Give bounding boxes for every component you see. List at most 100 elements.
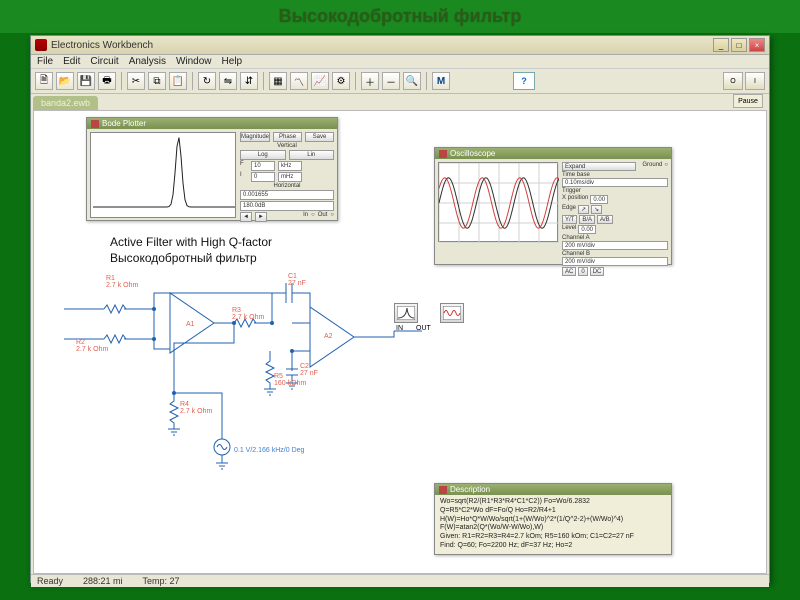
text-button[interactable]: M [432,72,450,90]
description-title: Description [435,484,671,495]
menu-edit[interactable]: Edit [63,56,80,67]
scope-expand-button[interactable]: Expand [562,162,636,171]
subckt-button[interactable]: ▦ [269,72,287,90]
bode-i-label: I [240,172,248,182]
label-in: IN [396,325,403,332]
copy-button[interactable]: ⧉ [148,72,166,90]
analysis-button[interactable]: 〽 [290,72,308,90]
run-off-button[interactable]: I [745,72,765,90]
statusbar: Ready 288:21 mi Temp: 27 [31,574,769,587]
scope-ba-button[interactable]: B/A [579,215,595,224]
scope-ac-button[interactable]: AC [562,267,576,276]
menu-help[interactable]: Help [222,56,243,67]
scope-edge-rise[interactable]: ↗ [578,205,589,214]
bode-readout-1: 0.001655 [240,190,334,200]
separator [355,72,356,90]
app-title: Electronics Workbench [51,40,713,51]
scope-edge-fall[interactable]: ↘ [591,205,602,214]
bode-lin-button[interactable]: Lin [289,150,335,160]
scope-dc-button[interactable]: DC [590,267,605,276]
scope-level-value[interactable]: 0.00 [578,225,596,234]
flip-h-button[interactable]: ⇋ [219,72,237,90]
zoomin-button[interactable]: ＋ [361,72,379,90]
menu-file[interactable]: File [37,56,53,67]
bode-magnitude-button[interactable]: Magnitude [240,132,270,142]
separator [263,72,264,90]
bode-phase-button[interactable]: Phase [273,132,302,142]
separator [192,72,193,90]
bode-v-top[interactable]: 10 [251,161,275,171]
maximize-button[interactable]: □ [731,38,747,52]
app-icon [35,39,47,51]
label-c1: C127 nF [288,273,306,287]
save-button[interactable]: 💾 [77,72,95,90]
bode-plot [90,132,236,218]
cut-button[interactable]: ✂ [127,72,145,90]
scope-edge-label: Edge [562,205,576,214]
bode-controls: Magnitude Phase Save Vertical Log Lin F … [240,132,334,222]
bode-out-label: Out [318,212,328,222]
scope-trigger-label: Trigger [562,188,581,194]
toolbar-1: 🗎 📂 💾 🖶 ✂ ⧉ 📋 ↻ ⇋ ⇵ ▦ 〽 📈 ⚙ ＋ － 🔍 M ? O … [31,69,769,94]
titlebar: Electronics Workbench _ □ × [31,36,769,55]
menubar: File Edit Circuit Analysis Window Help [31,55,769,69]
label-r3: R32.7 k Ohm [232,307,264,321]
graph-button[interactable]: 📈 [311,72,329,90]
oscilloscope-window[interactable]: Oscilloscope Expand Ground○ Time base 0.… [434,147,672,265]
menu-window[interactable]: Window [176,56,212,67]
rotate-button[interactable]: ↻ [198,72,216,90]
open-button[interactable]: 📂 [56,72,74,90]
scope-cha-value[interactable]: 200 mV/div [562,241,668,250]
run-box: O I [723,72,765,90]
component-button[interactable]: ⚙ [332,72,350,90]
circuit-title-ru: Высокодобротный фильтр [110,251,257,265]
scope-chb-value[interactable]: 200 mV/div [562,257,668,266]
scope-zero-button[interactable]: 0 [578,267,587,276]
scope-plot [438,162,558,242]
status-temp: Temp: 27 [143,576,180,586]
bode-horizontal-label: Horizontal [240,183,334,189]
circuit-title-en: Active Filter with High Q-factor [110,235,272,249]
bode-cursor-right[interactable]: ► [255,212,267,222]
run-on-button[interactable]: O [723,72,743,90]
label-c2: C227 nF [300,363,318,377]
scope-timebase-value[interactable]: 0.10ms/div [562,178,668,187]
paste-button[interactable]: 📋 [169,72,187,90]
label-a1: A1 [186,321,195,328]
canvas: Bode Plotter Magnitude Phase Save Vertic… [33,110,767,574]
status-coord: 288:21 mi [83,576,123,586]
doc-tab[interactable]: banda2.ewb [33,96,98,110]
label-source: 0.1 V/2.166 kHz/0 Deg [234,447,304,454]
print-button[interactable]: 🖶 [98,72,116,90]
status-ready: Ready [37,576,63,586]
bode-v-unit-bot[interactable]: mHz [278,172,302,182]
zoomout-button[interactable]: － [382,72,400,90]
scope-xpos-value[interactable]: 0.00 [590,195,608,204]
help-button[interactable]: ? [513,72,535,90]
menu-circuit[interactable]: Circuit [90,56,118,67]
new-button[interactable]: 🗎 [35,72,53,90]
bode-save-button[interactable]: Save [305,132,334,142]
close-button[interactable]: × [749,38,765,52]
flip-v-button[interactable]: ⇵ [240,72,258,90]
separator [121,72,122,90]
slide-title: Высокодобротный фильтр [0,0,800,33]
menu-analysis[interactable]: Analysis [129,56,166,67]
scope-ab-button[interactable]: A/B [597,215,613,224]
bode-cursor-left[interactable]: ◄ [240,212,252,222]
scope-instrument-icon[interactable] [440,303,464,323]
bode-instrument-icon[interactable] [394,303,418,323]
scope-yt-button[interactable]: Y/T [562,215,577,224]
bode-readout-2: 180.0dB [240,201,334,211]
minimize-button[interactable]: _ [713,38,729,52]
label-r4: R42.7 k Ohm [180,401,212,415]
description-window[interactable]: Description Wo=sqrt(R2/(R1*R3*R4*C1*C2))… [434,483,672,555]
label-r1: R12.7 k Ohm [106,275,138,289]
pause-button[interactable]: Pause [733,94,763,108]
bode-v-bot[interactable]: 0 [251,172,275,182]
zoom-button[interactable]: 🔍 [403,72,421,90]
bode-log-button[interactable]: Log [240,150,286,160]
bode-vertical-label: Vertical [240,143,334,149]
bode-plotter-window[interactable]: Bode Plotter Magnitude Phase Save Vertic… [86,117,338,221]
bode-v-unit-top[interactable]: kHz [278,161,302,171]
